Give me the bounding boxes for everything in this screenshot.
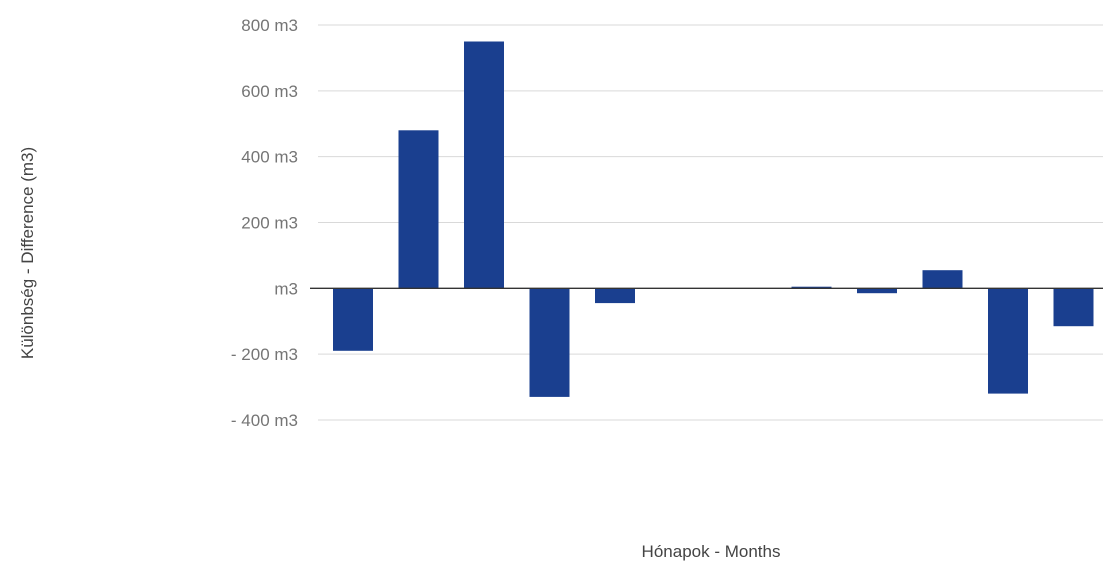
y-tick-label: m3 [274,279,298,298]
gridlines [318,24,1103,421]
y-tick-label: - 400 m3 [231,411,298,430]
bar [529,288,570,397]
y-tick-label: 200 m3 [241,214,298,233]
y-tick-label: 400 m3 [241,148,298,167]
x-axis-title: Hónapok - Months [642,542,781,561]
bar [857,288,897,294]
bar [1053,288,1094,327]
y-tick-label: 600 m3 [241,82,298,101]
y-axis-title: Különbség - Difference (m3) [18,147,37,359]
bar [922,270,963,289]
bar [464,41,504,289]
bar [595,288,635,304]
y-tick-labels: 800 m3 600 m3 400 m3 200 m3 m3 - 200 m3 - 400 … [231,16,298,430]
bar [398,130,439,289]
bar [988,288,1028,394]
y-tick-label: - 200 m3 [231,345,298,364]
bars [333,41,1094,397]
y-tick-label: 800 m3 [241,16,298,35]
bar [791,286,832,289]
bar [333,288,373,351]
